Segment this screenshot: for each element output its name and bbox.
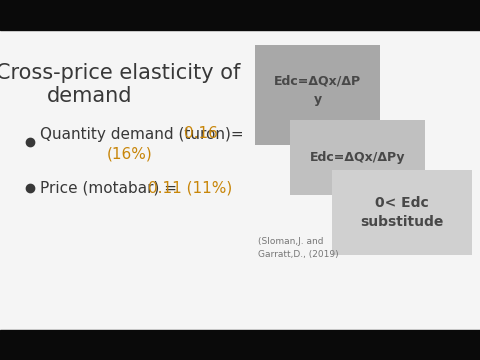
Text: 0< Edc
substitude: 0< Edc substitude [360,196,444,229]
Bar [0,330,480,360]
Text: demand: demand [47,86,133,106]
Bar [290,120,425,195]
Text: (Sloman,J. and
Garratt,D., (2019): (Sloman,J. and Garratt,D., (2019) [258,237,338,259]
Text: Price (motabar) =: Price (motabar) = [40,180,182,195]
Bar [0,30,480,330]
Text: (16%): (16%) [107,147,153,162]
Bar [332,170,472,255]
Text: 0.16: 0.16 [184,126,218,141]
Text: Cross-price elasticity of: Cross-price elasticity of [0,63,240,83]
Bar [255,45,380,145]
Text: Edc=ΔQx/ΔPy: Edc=ΔQx/ΔPy [310,151,405,164]
Bar [0,0,480,30]
Text: Quantity demand (turon)=: Quantity demand (turon)= [40,126,244,141]
Text: 0.11 (11%): 0.11 (11%) [148,180,232,195]
Text: Edc=ΔQx/ΔP
y: Edc=ΔQx/ΔP y [274,74,361,106]
